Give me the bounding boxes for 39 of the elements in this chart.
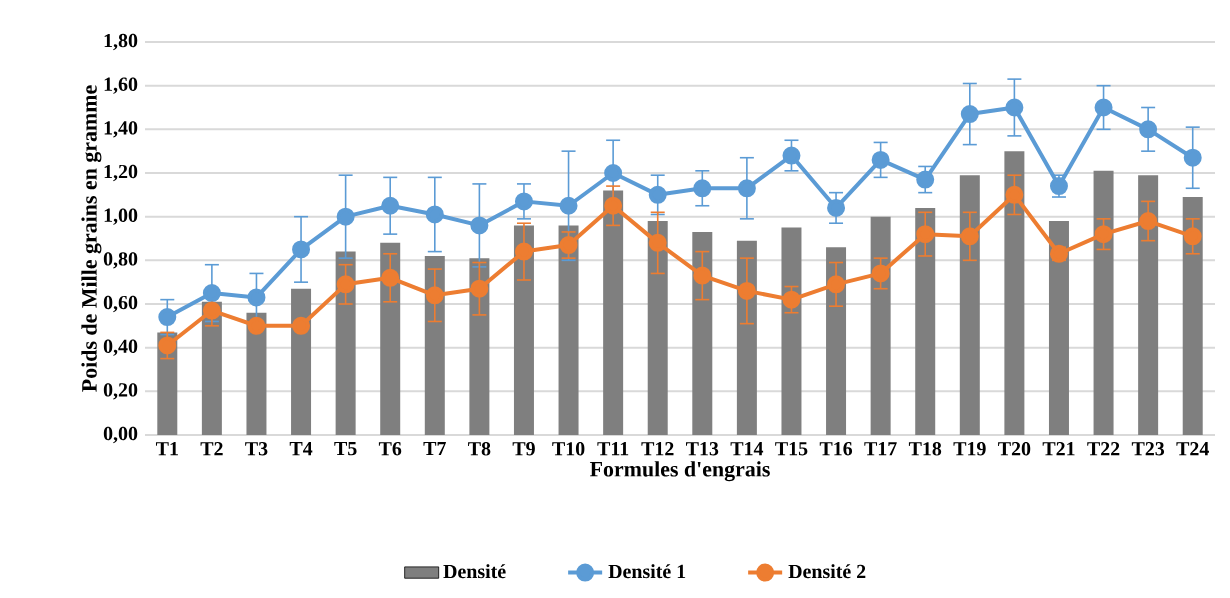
x-tick-label: T14 [730, 442, 764, 456]
x-tick-label: T16 [819, 442, 853, 456]
y-tick-label: 1,80 [104, 33, 138, 51]
x-tick-label: T3 [245, 442, 268, 456]
legend-label: Densité 1 [608, 564, 686, 579]
x-tick-label: T2 [200, 442, 223, 456]
x-tick-label: T11 [597, 442, 629, 456]
x-tick-label: T8 [468, 442, 491, 456]
x-tick-label: T24 [1176, 442, 1209, 456]
x-tick-label: T1 [155, 442, 178, 456]
x-tick-label: T19 [953, 442, 986, 456]
y-axis-title: Poids de Mille grains en gramme [81, 85, 102, 392]
x-tick-label: T23 [1131, 442, 1165, 456]
y-tick-label: 1,00 [104, 208, 138, 225]
x-tick-label: T17 [864, 442, 897, 456]
x-tick-label: T7 [423, 442, 446, 456]
x-tick-label: T5 [334, 442, 357, 456]
x-tick-label: T15 [775, 442, 808, 456]
legend-label: Densité 2 [788, 564, 866, 579]
y-tick-label: 1,60 [104, 77, 138, 94]
x-tick-label: T4 [289, 442, 313, 456]
y-tick-label: 1,20 [104, 164, 138, 182]
x-tick-label: T20 [998, 442, 1031, 456]
x-tick-label: T13 [686, 442, 719, 456]
x-tick-label: T10 [552, 442, 585, 456]
y-tick-label: 1,40 [104, 121, 138, 138]
x-tick-label: T9 [512, 442, 535, 456]
x-tick-label: T6 [378, 442, 402, 456]
y-tick-label: 0,60 [103, 295, 138, 313]
x-tick-label: T21 [1042, 442, 1075, 456]
x-tick-label: T12 [641, 442, 674, 456]
x-tick-label: T18 [908, 442, 942, 456]
legend-label: Densité [443, 564, 506, 579]
y-tick-label: 0,80 [103, 252, 138, 269]
y-tick-label: 0,40 [103, 339, 138, 356]
x-axis-title: Formules d'engrais [589, 461, 770, 482]
x-tick-label: T22 [1087, 442, 1120, 456]
y-tick-label: 0,00 [103, 426, 138, 444]
y-tick-label: 0,20 [103, 383, 138, 400]
